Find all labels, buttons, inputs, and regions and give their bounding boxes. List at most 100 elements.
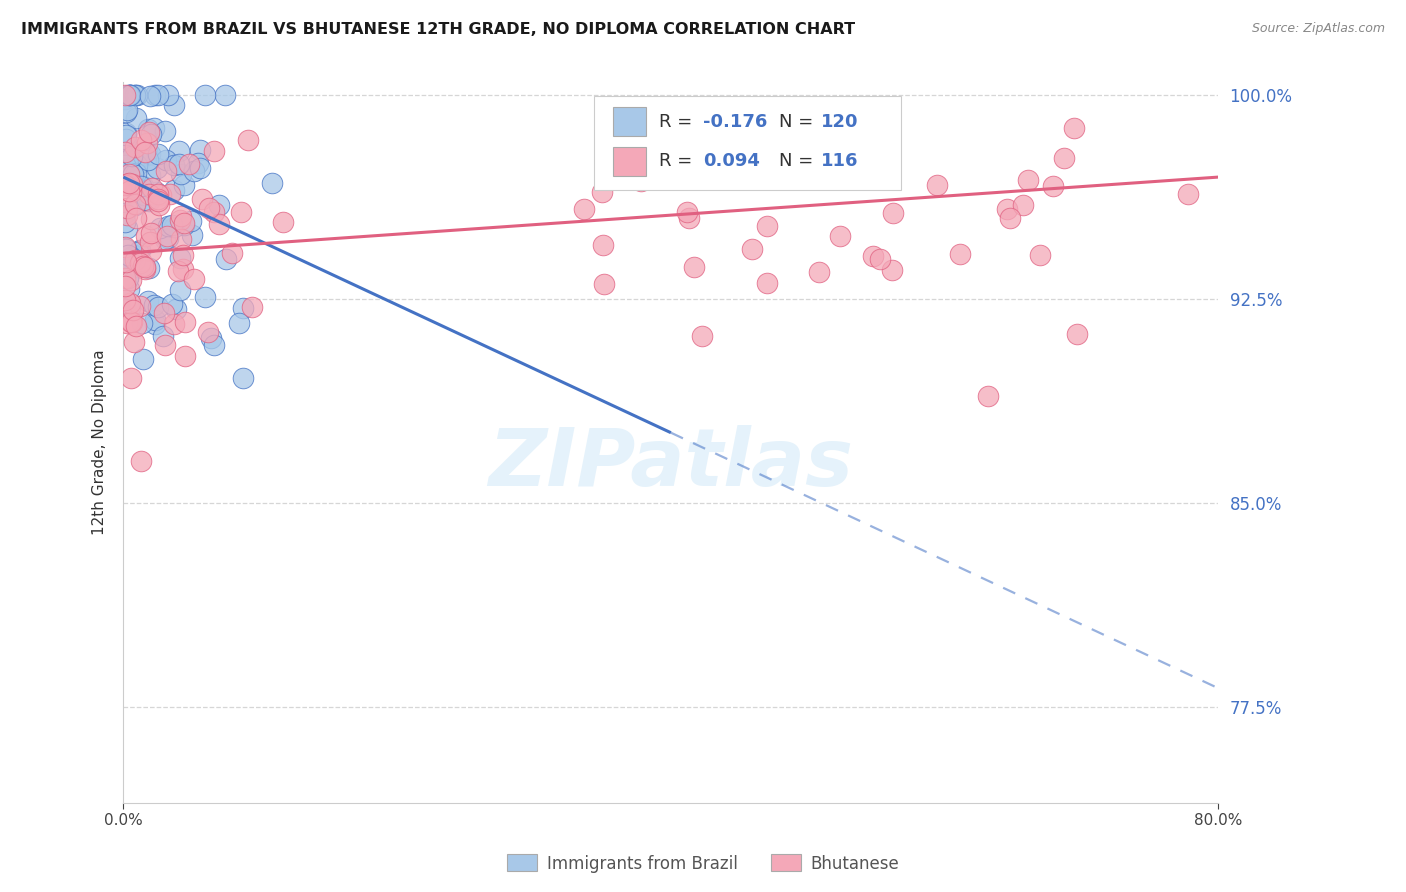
Point xyxy=(120,371,142,385)
Point xyxy=(574,202,596,216)
Point xyxy=(170,231,193,245)
Point xyxy=(155,123,177,137)
Point xyxy=(741,242,763,256)
Point xyxy=(143,313,166,327)
Point xyxy=(149,220,172,235)
Point xyxy=(172,262,194,277)
Point xyxy=(114,126,136,140)
Point xyxy=(131,260,153,274)
Point xyxy=(129,133,152,147)
Point xyxy=(692,329,714,343)
Point xyxy=(141,180,163,194)
Point xyxy=(835,103,858,117)
Point xyxy=(683,260,706,274)
Point xyxy=(120,273,142,287)
Point xyxy=(624,122,647,136)
Point xyxy=(115,221,138,235)
Point xyxy=(115,131,138,145)
Point xyxy=(173,216,195,230)
Point xyxy=(118,184,141,198)
Point xyxy=(756,276,779,290)
Point xyxy=(127,244,149,259)
Point xyxy=(215,252,238,266)
Point xyxy=(136,121,159,136)
Point xyxy=(117,270,139,285)
Point xyxy=(183,271,205,285)
Point xyxy=(114,92,136,106)
Point xyxy=(676,204,699,219)
Point xyxy=(138,294,160,309)
Point xyxy=(202,145,225,159)
Point xyxy=(163,98,186,112)
Point xyxy=(136,153,159,168)
Point xyxy=(177,157,200,171)
Point xyxy=(122,161,145,175)
Point xyxy=(862,248,884,262)
Point xyxy=(121,148,143,162)
Point xyxy=(117,167,139,181)
Point xyxy=(128,244,150,259)
Point xyxy=(124,88,146,103)
Point xyxy=(190,192,212,206)
Point xyxy=(165,301,187,316)
Point xyxy=(128,260,150,274)
Point xyxy=(159,187,181,202)
Point xyxy=(135,145,157,160)
Point xyxy=(118,88,141,103)
Point xyxy=(134,145,156,159)
Point xyxy=(131,178,153,193)
Point xyxy=(174,315,197,329)
Point xyxy=(115,261,138,276)
Point xyxy=(882,205,904,219)
Point xyxy=(121,144,143,158)
Point xyxy=(232,301,254,316)
Point xyxy=(118,155,141,169)
Point xyxy=(163,158,186,172)
Point xyxy=(1063,121,1085,136)
Point xyxy=(148,197,170,211)
Point xyxy=(221,246,243,260)
Point xyxy=(125,88,148,103)
Point xyxy=(114,104,136,119)
Point xyxy=(124,197,146,211)
Point xyxy=(120,88,142,103)
Point xyxy=(125,159,148,173)
Point xyxy=(183,163,205,178)
Point xyxy=(134,260,156,275)
Y-axis label: 12th Grade, No Diploma: 12th Grade, No Diploma xyxy=(93,350,107,535)
Point xyxy=(114,176,136,190)
Point xyxy=(131,254,153,268)
Point xyxy=(190,144,212,158)
Point xyxy=(115,103,138,117)
Point xyxy=(139,244,162,259)
Point xyxy=(138,187,160,202)
Point xyxy=(138,125,160,139)
Point xyxy=(120,88,142,103)
Point xyxy=(156,88,179,103)
Point xyxy=(232,371,254,385)
Point xyxy=(208,217,231,231)
Point xyxy=(121,315,143,329)
Point xyxy=(115,316,138,330)
Text: Source: ZipAtlas.com: Source: ZipAtlas.com xyxy=(1251,22,1385,36)
Point xyxy=(115,128,138,142)
Point xyxy=(995,202,1018,216)
Point xyxy=(117,88,139,103)
Point xyxy=(114,145,136,160)
Point xyxy=(134,262,156,277)
Point xyxy=(115,243,138,257)
Point xyxy=(173,218,195,232)
Point xyxy=(122,248,145,262)
Point xyxy=(125,166,148,180)
Point xyxy=(115,208,138,222)
Point xyxy=(143,121,166,136)
Point xyxy=(194,290,217,304)
Point xyxy=(120,88,142,103)
Point xyxy=(880,262,903,277)
Point xyxy=(927,178,949,192)
Point xyxy=(122,302,145,317)
Point xyxy=(155,232,177,246)
Point xyxy=(138,260,160,275)
Point xyxy=(162,317,184,331)
Point xyxy=(114,256,136,270)
